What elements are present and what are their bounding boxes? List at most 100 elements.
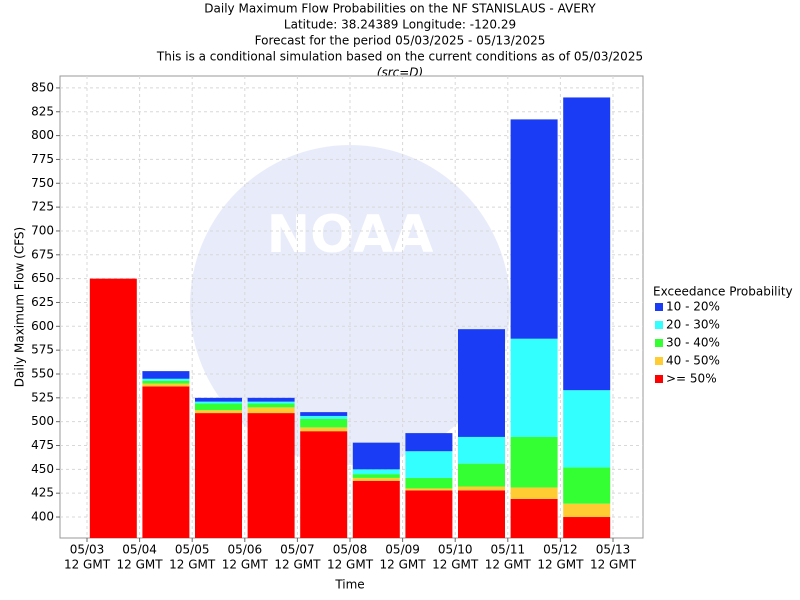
y-axis-label: Daily Maximum Flow (CFS)	[13, 227, 27, 387]
x-tick-label: 12 GMT	[485, 558, 532, 572]
bar-segment	[563, 97, 611, 391]
legend-label: 20 - 30%	[666, 318, 720, 332]
bar-segment	[195, 413, 242, 538]
x-tick-label: 05/08	[333, 543, 368, 557]
chart-subtitle: Forecast for the period 05/03/2025 - 05/…	[255, 34, 546, 48]
bar-segment	[247, 397, 295, 402]
x-tick-label: 12 GMT	[169, 558, 216, 572]
bar-segment	[405, 451, 453, 478]
bar-segment	[510, 338, 558, 437]
y-tick-label: 650	[31, 271, 54, 285]
bar-segment	[510, 487, 558, 499]
bar-segment	[300, 431, 348, 538]
bar-segment	[142, 380, 190, 384]
x-tick-label: 12 GMT	[222, 558, 269, 572]
chart-subtitle: Latitude: 38.24389 Longitude: -120.29	[284, 18, 516, 32]
x-tick-label: 12 GMT	[537, 558, 584, 572]
x-tick-label: 05/12	[543, 543, 578, 557]
bar-segment	[142, 371, 190, 379]
bar-segment	[89, 278, 137, 538]
bar-segment	[510, 498, 558, 538]
bar-segment	[195, 403, 242, 411]
y-tick-label: 500	[31, 414, 54, 428]
bar-segment	[247, 413, 295, 538]
x-tick-label: 05/13	[596, 543, 631, 557]
x-tick-label: 12 GMT	[380, 558, 427, 572]
y-tick-label: 425	[31, 486, 54, 500]
y-tick-label: 675	[31, 247, 54, 261]
x-tick-label: 12 GMT	[327, 558, 374, 572]
y-tick-label: 450	[31, 462, 54, 476]
x-tick-label: 05/03	[70, 543, 105, 557]
bar-segment	[195, 397, 242, 402]
x-tick-label: 05/07	[280, 543, 315, 557]
x-tick-label: 05/05	[175, 543, 210, 557]
legend-swatch	[655, 375, 663, 383]
bar-segment	[352, 474, 400, 478]
bar-segment	[300, 418, 348, 428]
x-axis-label: Time	[334, 578, 364, 592]
y-tick-label: 400	[31, 510, 54, 524]
chart-subtitle: This is a conditional simulation based o…	[156, 50, 643, 64]
bar-segment	[510, 436, 558, 488]
bar-segment	[563, 390, 611, 468]
bar-segment	[142, 383, 190, 387]
y-tick-label: 625	[31, 295, 54, 309]
x-tick-label: 12 GMT	[64, 558, 111, 572]
y-tick-label: 750	[31, 176, 54, 190]
x-tick-label: 05/04	[122, 543, 157, 557]
bar-segment	[458, 329, 505, 437]
x-tick-label: 05/10	[438, 543, 473, 557]
bar-segment	[563, 467, 611, 504]
y-tick-label: 575	[31, 343, 54, 357]
x-tick-label: 05/09	[385, 543, 420, 557]
y-tick-label: 475	[31, 438, 54, 452]
x-tick-label: 05/06	[228, 543, 263, 557]
x-tick-label: 12 GMT	[590, 558, 637, 572]
legend-label: 30 - 40%	[666, 336, 720, 350]
x-tick-label: 12 GMT	[274, 558, 321, 572]
bar-segment	[563, 517, 611, 538]
bar-segment	[300, 415, 348, 419]
bar-segment	[352, 480, 400, 538]
bar-segment	[300, 427, 348, 432]
legend-swatch	[655, 357, 663, 365]
bar-segment	[405, 477, 453, 489]
y-tick-label: 525	[31, 390, 54, 404]
bar-segment	[247, 401, 295, 404]
bar-segment	[510, 119, 558, 339]
x-tick-label: 12 GMT	[117, 558, 164, 572]
bar-segment	[195, 401, 242, 404]
bar-segment	[458, 436, 505, 464]
legend-swatch	[655, 303, 663, 311]
legend-swatch	[655, 321, 663, 329]
bar-segment	[458, 463, 505, 487]
bar-segment	[405, 488, 453, 491]
y-tick-label: 825	[31, 104, 54, 118]
chart-title: Daily Maximum Flow Probabilities on the …	[204, 2, 596, 16]
bar-segment	[458, 486, 505, 491]
bar-segment	[247, 403, 295, 408]
y-tick-label: 600	[31, 319, 54, 333]
bar-segment	[142, 386, 190, 538]
legend-swatch	[655, 339, 663, 347]
bar-segment	[195, 410, 242, 414]
y-tick-label: 850	[31, 80, 54, 94]
bar-segment	[563, 503, 611, 518]
legend-label: 40 - 50%	[666, 354, 720, 368]
y-tick-label: 775	[31, 152, 54, 166]
bar-segment	[352, 477, 400, 481]
y-tick-label: 725	[31, 200, 54, 214]
bar-segment	[352, 469, 400, 475]
bar-segment	[300, 412, 348, 416]
bar-segment	[458, 490, 505, 538]
x-tick-label: 05/11	[491, 543, 526, 557]
x-tick-label: 12 GMT	[432, 558, 479, 572]
y-tick-label: 700	[31, 223, 54, 237]
legend-label: 10 - 20%	[666, 300, 720, 314]
legend-title: Exceedance Probability	[653, 285, 793, 299]
bar-segment	[142, 378, 190, 381]
y-tick-label: 800	[31, 128, 54, 142]
bar-segment	[405, 490, 453, 538]
